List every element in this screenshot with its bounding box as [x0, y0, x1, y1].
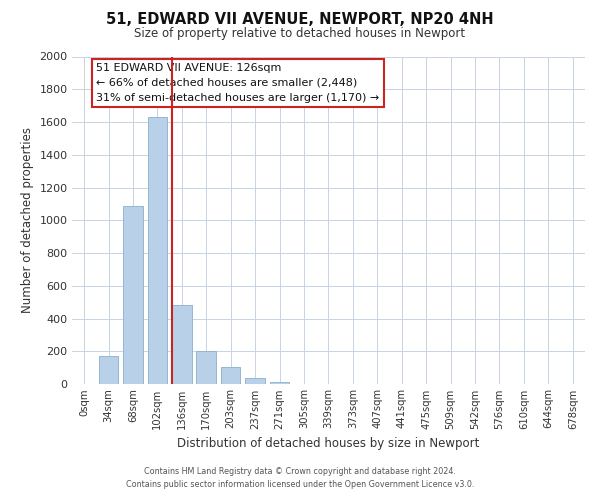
Bar — [148, 117, 167, 384]
Y-axis label: Number of detached properties: Number of detached properties — [21, 128, 34, 314]
Bar — [270, 382, 289, 384]
Bar — [99, 356, 118, 384]
Text: 51, EDWARD VII AVENUE, NEWPORT, NP20 4NH: 51, EDWARD VII AVENUE, NEWPORT, NP20 4NH — [106, 12, 494, 28]
Bar — [245, 378, 265, 384]
Bar — [196, 352, 216, 384]
Text: 51 EDWARD VII AVENUE: 126sqm
← 66% of detached houses are smaller (2,448)
31% of: 51 EDWARD VII AVENUE: 126sqm ← 66% of de… — [96, 63, 380, 102]
X-axis label: Distribution of detached houses by size in Newport: Distribution of detached houses by size … — [177, 437, 479, 450]
Text: Contains HM Land Registry data © Crown copyright and database right 2024.
Contai: Contains HM Land Registry data © Crown c… — [126, 468, 474, 489]
Bar — [221, 367, 241, 384]
Bar — [172, 306, 191, 384]
Bar — [123, 206, 143, 384]
Text: Size of property relative to detached houses in Newport: Size of property relative to detached ho… — [134, 28, 466, 40]
